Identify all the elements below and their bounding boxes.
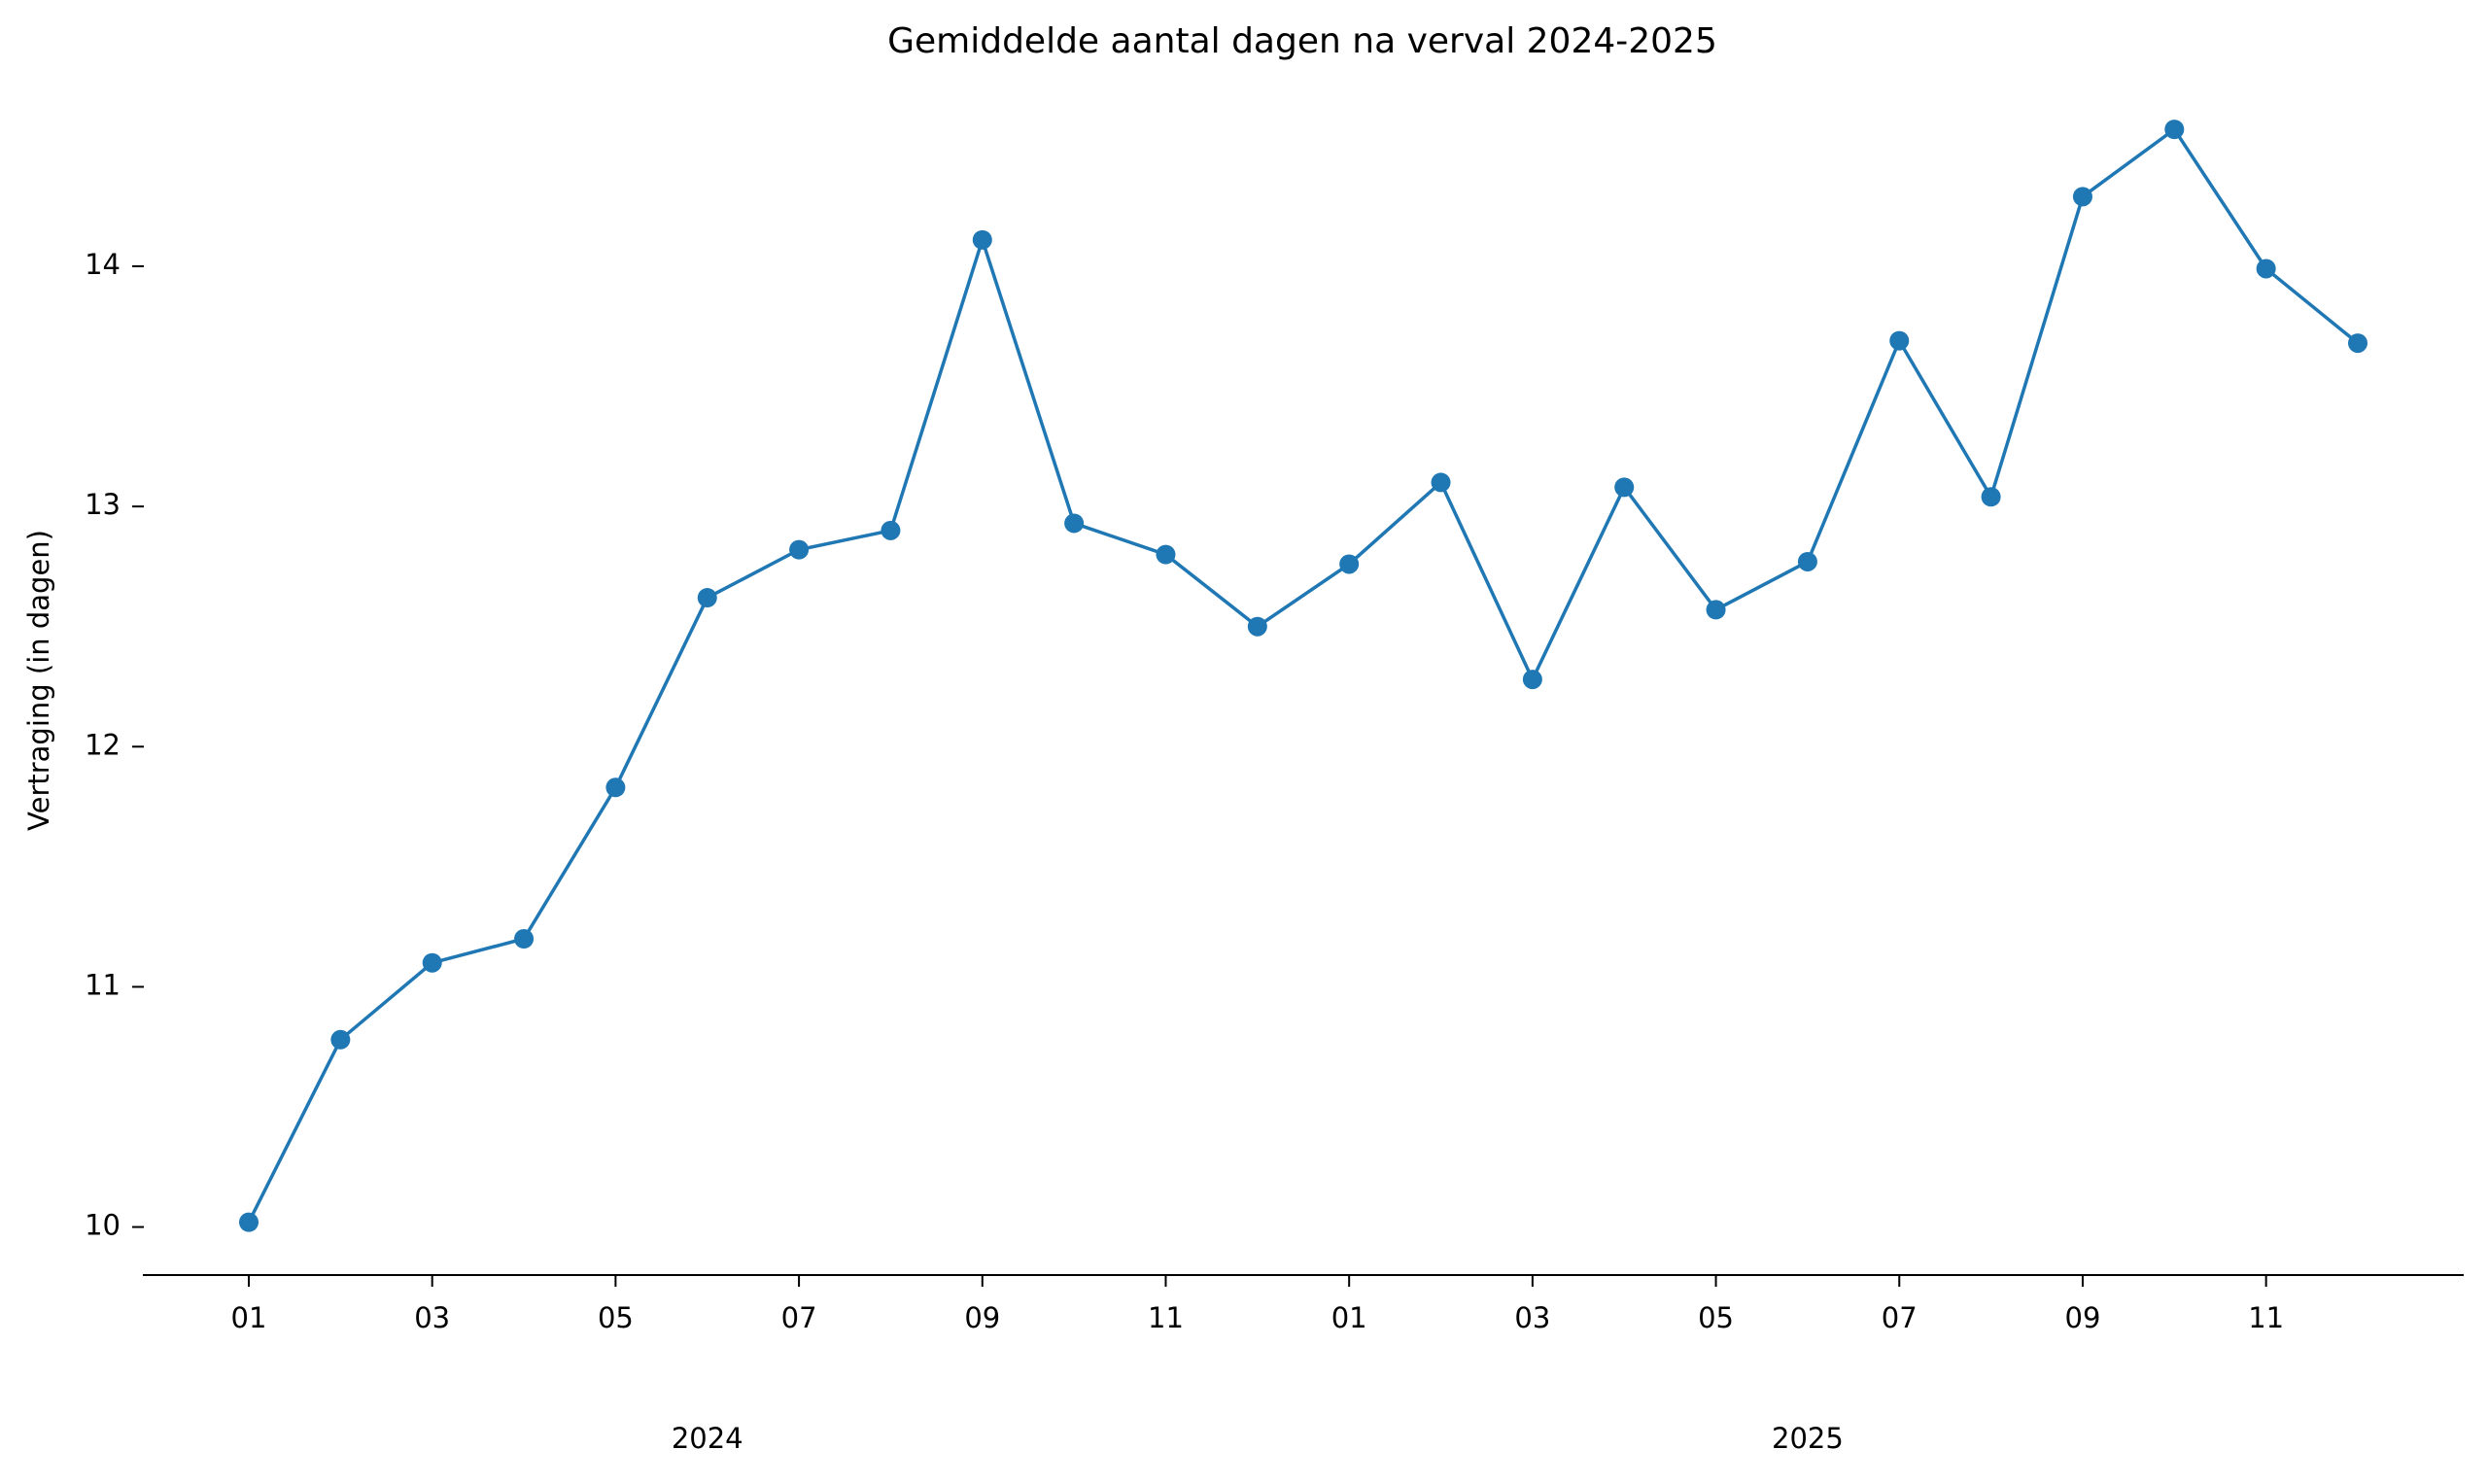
x-tick-label: 11 bbox=[1148, 1301, 1184, 1334]
x-tick-label: 07 bbox=[1882, 1301, 1918, 1334]
point bbox=[1431, 472, 1451, 493]
point bbox=[1064, 513, 1085, 534]
point bbox=[1797, 551, 1817, 571]
point bbox=[1706, 600, 1726, 620]
point bbox=[2072, 187, 2092, 207]
chart-title: Gemiddelde aantal dagen na verval 2024-2… bbox=[887, 21, 1717, 61]
x-tick-label: 03 bbox=[1514, 1301, 1550, 1334]
x-tick-label: 01 bbox=[231, 1301, 267, 1334]
point bbox=[881, 520, 901, 540]
y-tick-label: 11 bbox=[85, 968, 121, 1001]
y-tick-label: 10 bbox=[85, 1209, 121, 1242]
year-label: 2024 bbox=[672, 1422, 743, 1455]
point bbox=[330, 1029, 351, 1050]
point bbox=[972, 229, 992, 250]
point bbox=[2164, 120, 2185, 140]
point bbox=[697, 588, 717, 608]
y-axis-label: Vertraging (in dagen) bbox=[22, 530, 55, 831]
point bbox=[1156, 544, 1176, 565]
x-tick-label: 01 bbox=[1331, 1301, 1367, 1334]
point bbox=[1522, 670, 1542, 690]
point bbox=[2348, 333, 2367, 354]
x-tick-label: 03 bbox=[414, 1301, 450, 1334]
y-tick-label: 13 bbox=[85, 488, 121, 521]
point bbox=[1614, 477, 1635, 498]
line bbox=[247, 126, 2360, 1224]
x-tick-label: 07 bbox=[781, 1301, 817, 1334]
point bbox=[1981, 487, 2001, 507]
year-label: 2025 bbox=[1772, 1422, 1844, 1455]
x-tick-label: 11 bbox=[2248, 1301, 2284, 1334]
point bbox=[1247, 616, 1267, 637]
point bbox=[1889, 330, 1910, 351]
point bbox=[605, 777, 626, 798]
point bbox=[789, 539, 810, 560]
point bbox=[239, 1212, 259, 1232]
y-tick-label: 12 bbox=[85, 728, 121, 761]
point bbox=[2256, 259, 2276, 279]
x-tick-label: 05 bbox=[598, 1301, 634, 1334]
point bbox=[1339, 554, 1360, 574]
x-tick-label: 05 bbox=[1698, 1301, 1734, 1334]
point bbox=[422, 952, 442, 973]
x-tick-label: 09 bbox=[964, 1301, 1000, 1334]
point bbox=[514, 929, 535, 949]
x-tick-label: 09 bbox=[2065, 1301, 2101, 1334]
y-tick-label: 14 bbox=[85, 248, 121, 281]
